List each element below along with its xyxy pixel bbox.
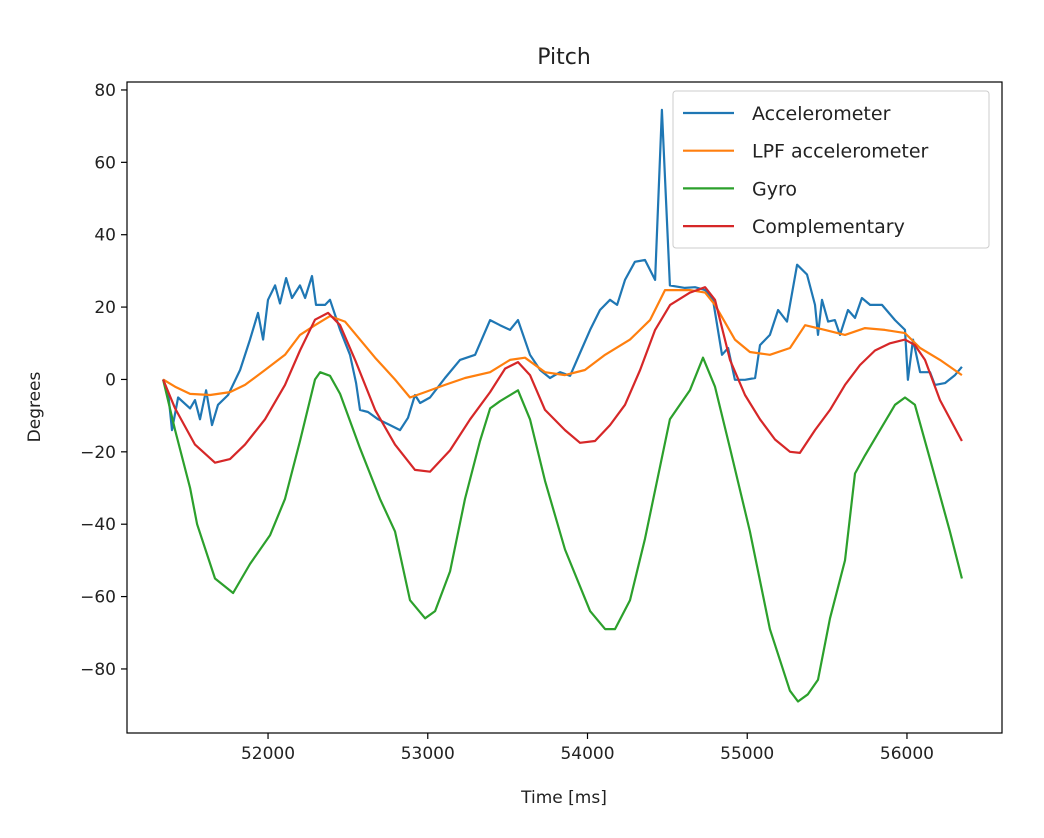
x-tick-label: 54000 xyxy=(560,744,614,764)
y-axis-label: Degrees xyxy=(25,371,45,442)
legend-label: Accelerometer xyxy=(752,103,891,125)
y-tick-label: −20 xyxy=(80,443,116,463)
x-tick-label: 56000 xyxy=(880,744,934,764)
series-line-accelerometer xyxy=(162,108,963,432)
legend: Accelerometer LPF accelerometer Gyro Comple… xyxy=(672,90,990,249)
y-tick-label: 80 xyxy=(94,81,116,101)
series-line-complementary xyxy=(162,286,963,473)
y-tick-label: 20 xyxy=(94,298,116,318)
x-tick-label: 53000 xyxy=(401,744,455,764)
plot-area xyxy=(162,108,963,703)
y-tick-label: 60 xyxy=(94,153,116,173)
y-tick-label: 40 xyxy=(94,226,116,246)
x-tick-label: 55000 xyxy=(720,744,774,764)
series-line-gyro xyxy=(162,356,963,703)
x-tick-label: 52000 xyxy=(241,744,295,764)
x-axis-label: Time [ms] xyxy=(520,788,607,808)
y-axis: 80 60 40 20 0 −20 −40 −60 −80 xyxy=(80,81,127,680)
legend-label: LPF accelerometer xyxy=(752,141,929,163)
axes-frame xyxy=(126,81,1003,734)
legend-label: Gyro xyxy=(752,178,797,200)
y-tick-label: −60 xyxy=(80,588,116,608)
legend-label: Complementary xyxy=(752,216,905,238)
legend-box xyxy=(672,90,990,249)
x-axis: 52000 53000 54000 55000 56000 xyxy=(241,733,934,764)
y-tick-label: 0 xyxy=(105,370,116,390)
chart-title: Pitch xyxy=(537,45,591,70)
series-line-lpf-accelerometer xyxy=(162,289,963,399)
y-tick-label: −40 xyxy=(80,515,116,535)
y-tick-label: −80 xyxy=(80,660,116,680)
